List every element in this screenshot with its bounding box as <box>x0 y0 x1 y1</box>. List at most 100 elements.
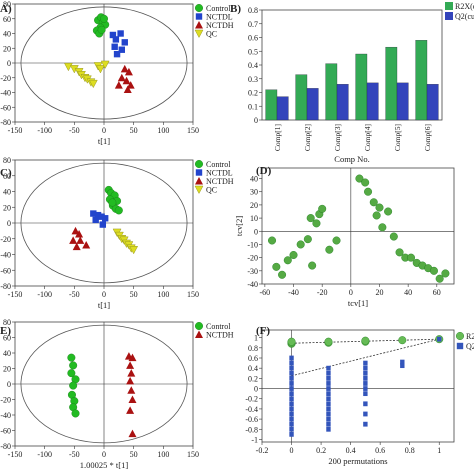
bar-B-1-4 <box>396 82 409 121</box>
legend-label-C-1: NCTDL <box>206 169 233 178</box>
ylabel-D: tcv[2] <box>234 216 244 236</box>
point-F-0-2 <box>287 337 296 346</box>
xlabel-E: 1.00025 * t[1] <box>80 460 129 470</box>
ytick-label-E-6: 40 <box>3 349 11 358</box>
ytick-label-E-3: -20 <box>0 396 11 405</box>
point-F-1-39 <box>400 359 405 365</box>
ytick-label-D-4: 0 <box>254 227 258 236</box>
point-F-1-34 <box>363 386 368 391</box>
point-C-1-3 <box>92 216 99 224</box>
point-C-2-0 <box>71 226 80 235</box>
ytick-label-F-7: 0.4 <box>248 364 258 373</box>
point-E-1-3 <box>127 369 136 377</box>
point-F-0-7 <box>398 336 407 345</box>
ytick-label-F-5: 0 <box>254 385 258 394</box>
point-F-1-36 <box>363 401 368 407</box>
ytick-label-E-2: -40 <box>0 411 11 420</box>
ytick-label-A-2: -40 <box>0 89 11 98</box>
legend-marker-F-1 <box>456 342 464 350</box>
point-A-1-2 <box>112 36 120 43</box>
point-F-1-30 <box>363 365 368 371</box>
point-D-0-2 <box>278 270 287 279</box>
point-A-2-1 <box>124 67 133 76</box>
panel-E: -150 -100 -50 0 50 100 150 -80 -60 -40 -20 0 20 40 60 8… <box>0 318 234 470</box>
point-C-0-7 <box>114 206 123 215</box>
ytick-label-A-0: -80 <box>0 118 11 127</box>
point-E-0-4 <box>69 381 78 390</box>
point-F-1-0 <box>289 355 294 361</box>
ytick-label-A-7: 60 <box>3 15 11 24</box>
point-A-2-4 <box>114 81 123 89</box>
panel-label-A: A) <box>0 3 12 15</box>
ytick-label-D-7: 30 <box>250 188 258 197</box>
xtick-label-C-3: 0 <box>102 290 106 299</box>
ytick-label-D-3: -10 <box>247 240 258 249</box>
xtick-label-E-6: 150 <box>187 450 199 459</box>
point-F-1-12 <box>289 416 294 422</box>
point-E-1-7 <box>126 406 135 414</box>
point-C-2-1 <box>75 230 84 238</box>
point-C-3-7 <box>129 246 139 255</box>
xtick-label-A-6: 150 <box>187 126 199 135</box>
point-F-1-28 <box>326 426 331 432</box>
legend-label-B-0: R2X(cum) <box>455 2 474 11</box>
point-D-0-3 <box>283 256 292 265</box>
xtick-label-E-1: -100 <box>37 450 52 459</box>
ytick-label-E-5: 20 <box>3 365 11 374</box>
point-A-3-9 <box>96 65 105 74</box>
point-F-1-5 <box>289 381 294 386</box>
xtick-label-B-5: Comp[6] <box>423 124 432 151</box>
xtick-label-B-1: Comp[2] <box>303 124 312 151</box>
ytick-label-A-4: 0 <box>7 59 11 68</box>
plot-frame-F <box>261 329 455 443</box>
point-D-0-7 <box>308 261 317 270</box>
xtick-label-C-2: -50 <box>69 290 80 299</box>
xtick-label-C-5: 100 <box>157 290 169 299</box>
hotelling-ellipse-E <box>20 324 188 444</box>
legend-marker-B-0 <box>445 2 453 10</box>
point-A-3-10 <box>100 60 110 70</box>
xtick-label-E-2: -50 <box>69 450 80 459</box>
ytick-label-B-3: 0.3 <box>248 75 258 84</box>
point-F-1-10 <box>289 406 294 412</box>
point-F-1-13 <box>289 421 294 427</box>
point-E-0-8 <box>71 409 80 418</box>
point-F-1-1 <box>289 360 294 366</box>
legend-marker-E-1 <box>195 330 203 338</box>
point-F-1-37 <box>363 411 368 417</box>
ytick-label-D-5: 10 <box>250 214 258 223</box>
point-D-0-14 <box>355 174 364 183</box>
legend-marker-C-2 <box>195 177 203 185</box>
point-F-1-8 <box>289 396 294 402</box>
bar-B-1-2 <box>336 84 349 121</box>
legend-marker-C-1 <box>195 169 203 176</box>
point-D-0-10 <box>312 219 321 228</box>
point-A-2-2 <box>117 73 126 82</box>
hotelling-ellipse-A <box>20 6 188 120</box>
legend-label-E-1: NCTDH <box>206 331 234 340</box>
legend-label-C-2: NCTDH <box>206 177 234 186</box>
legend-marker-A-3 <box>194 29 204 39</box>
xtick-label-E-4: 50 <box>130 450 138 459</box>
xlabel-A: t[1] <box>98 136 110 146</box>
point-F-1-6 <box>289 386 294 391</box>
legend-label-C-0: Control <box>206 160 231 169</box>
point-F-1-29 <box>363 360 368 366</box>
xlabel-D: tcv[1] <box>348 298 368 308</box>
panel-F: -0.2 0 0.2 0.4 0.6 0.8 1-1-0.8-0.6-0.4-0.200.2… <box>245 325 474 466</box>
point-D-0-1 <box>272 262 281 271</box>
point-F-1-9 <box>289 401 294 407</box>
point-F-1-11 <box>289 411 294 417</box>
point-A-3-7 <box>88 79 98 89</box>
point-F-1-25 <box>326 411 331 417</box>
ytick-label-F-8: 0.6 <box>248 354 258 363</box>
xtick-label-B-0: Comp[1] <box>273 124 282 151</box>
legend-marker-A-0 <box>194 3 203 12</box>
ytick-label-D-6: 20 <box>250 201 258 210</box>
xtick-label-A-0: -150 <box>8 126 23 135</box>
point-D-0-31 <box>441 269 450 278</box>
legend-marker-B-1 <box>445 12 453 20</box>
point-D-0-29 <box>429 266 438 275</box>
point-F-1-26 <box>326 416 331 422</box>
point-D-0-15 <box>361 178 370 187</box>
